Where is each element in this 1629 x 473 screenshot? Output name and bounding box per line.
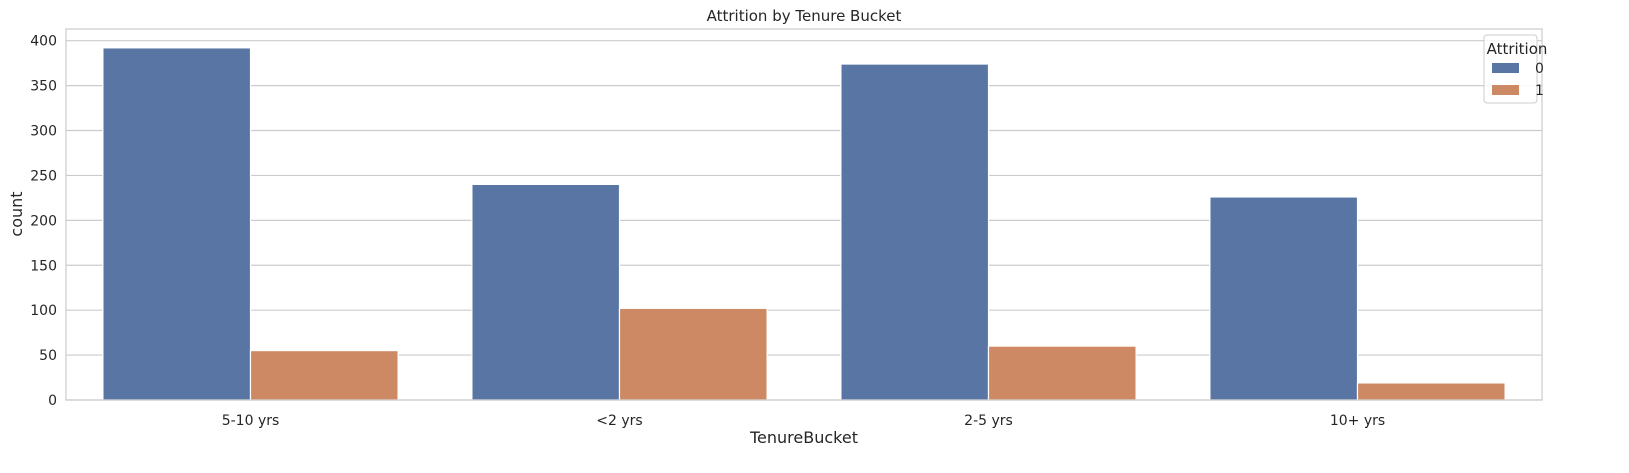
y-tick-label: 350 xyxy=(30,79,57,95)
x-tick-label: 5-10 yrs xyxy=(222,413,280,429)
legend-swatch-0 xyxy=(1492,63,1519,73)
y-tick-label: 50 xyxy=(39,348,57,364)
y-tick-label: 250 xyxy=(30,168,57,184)
bar-10-yrs-attrition-1 xyxy=(1356,382,1506,401)
y-tick-label: 200 xyxy=(30,213,57,229)
bar-2-yrs-attrition-0 xyxy=(471,183,621,401)
x-axis-label: TenureBucket xyxy=(749,428,858,447)
legend-swatch-1 xyxy=(1492,85,1519,95)
bar-2-5-yrs-attrition-0 xyxy=(840,63,990,401)
bars-layer xyxy=(102,47,1506,401)
legend: Attrition 01 xyxy=(1483,34,1548,104)
bar-5-10-yrs-attrition-0 xyxy=(102,47,252,401)
bar-2-yrs-attrition-1 xyxy=(618,307,768,401)
bar-5-10-yrs-attrition-1 xyxy=(249,349,399,401)
y-tick-label: 300 xyxy=(30,124,57,140)
x-tick-label: 10+ yrs xyxy=(1330,413,1385,429)
plot-frame xyxy=(65,28,1543,401)
x-tick-labels: 5-10 yrs <2 yrs 2-5 yrs 10+ yrs xyxy=(222,413,1385,429)
legend-label-0: 0 xyxy=(1535,61,1544,77)
legend-title: Attrition xyxy=(1487,40,1548,58)
y-tick-label: 0 xyxy=(48,393,57,409)
y-tick-labels: 0 50 100 150 200 250 300 350 400 xyxy=(30,34,57,409)
y-tick-label: 150 xyxy=(30,258,57,274)
y-axis-label: count xyxy=(7,191,26,236)
legend-label-1: 1 xyxy=(1535,83,1544,99)
y-tick-label: 100 xyxy=(30,303,57,319)
legend-items: 01 xyxy=(1492,61,1544,99)
x-tick-label: 2-5 yrs xyxy=(964,413,1013,429)
bar-2-5-yrs-attrition-1 xyxy=(987,345,1137,401)
y-tick-label: 400 xyxy=(30,34,57,50)
x-tick-label: <2 yrs xyxy=(596,413,642,429)
chart-title: Attrition by Tenure Bucket xyxy=(707,7,902,25)
bar-10-yrs-attrition-0 xyxy=(1209,196,1359,401)
